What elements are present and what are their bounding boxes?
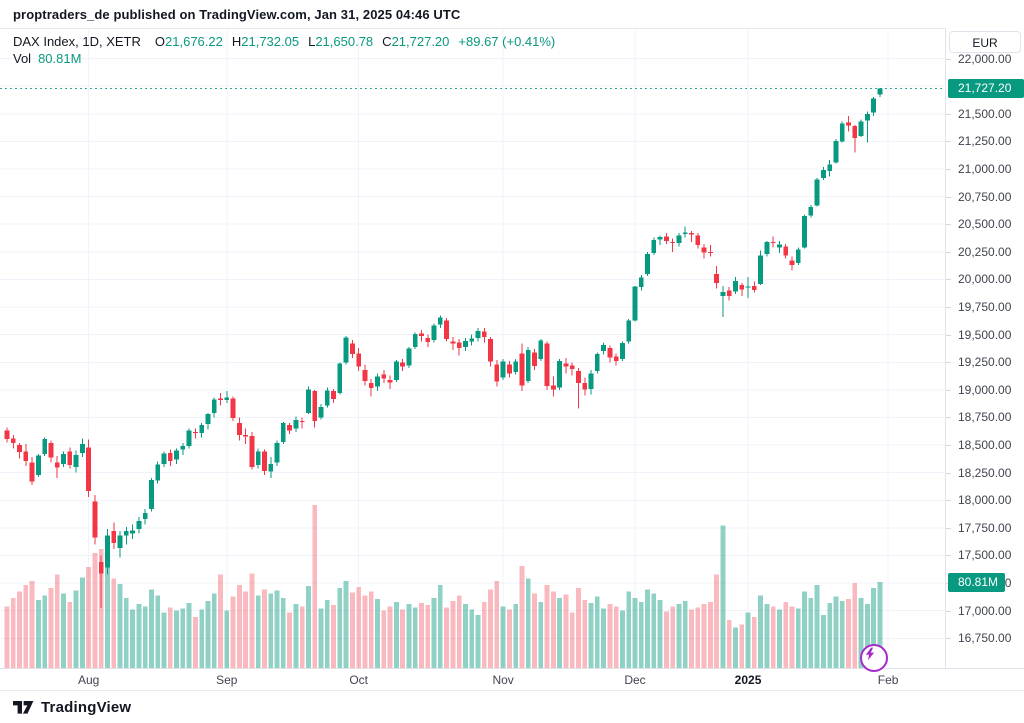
time-axis-label: Feb <box>877 673 899 687</box>
volume-badge: 80.81M <box>948 572 1005 592</box>
price-tick-mark <box>946 472 951 474</box>
legend-symbol-row: DAX Index, 1D, XETR O21,676.22 H21,732.05 L… <box>13 33 555 50</box>
price-axis[interactable]: EUR 21,727.20 80.81M 22,000.00 21,500.00 2… <box>945 28 1024 668</box>
last-price-badge: 21,727.20 <box>948 79 1024 99</box>
currency-button[interactable]: EUR <box>949 31 1021 53</box>
price-tick-mark <box>946 527 951 529</box>
price-tick-label: 19,500.00 <box>958 327 1012 342</box>
price-tick-mark <box>946 334 951 336</box>
time-axis[interactable]: Aug Sep Oct Nov Dec 2025 Feb <box>0 668 1024 691</box>
tradingview-logo-icon <box>13 701 34 714</box>
price-tick-mark <box>946 141 951 143</box>
high-value: 21,732.05 <box>241 34 300 49</box>
change-value: +89.67 (+0.41%) <box>458 34 556 49</box>
price-tick-label: 19,250.00 <box>958 355 1012 370</box>
price-tick-label: 18,250.00 <box>958 465 1012 480</box>
close-value: 21,727.20 <box>391 34 450 49</box>
price-tick-label: 18,000.00 <box>958 493 1012 508</box>
time-axis-label: Aug <box>77 673 100 687</box>
price-tick-mark <box>946 113 951 115</box>
price-tick-label: 17,000.00 <box>958 603 1012 618</box>
price-tick-mark <box>946 610 951 612</box>
price-tick-label: 20,750.00 <box>958 189 1012 204</box>
high-label: H <box>231 34 242 49</box>
low-label: L <box>308 34 316 49</box>
price-tick-mark <box>946 58 951 60</box>
price-tick-mark <box>946 445 951 447</box>
price-tick-mark <box>946 224 951 226</box>
time-axis-label: Dec <box>624 673 646 687</box>
volume-value: 80.81M <box>38 51 82 66</box>
symbol-title[interactable]: DAX Index, 1D, XETR <box>13 34 141 49</box>
price-tick-label: 20,500.00 <box>958 217 1012 232</box>
candlestick-chart[interactable] <box>0 28 945 668</box>
price-tick-label: 18,750.00 <box>958 410 1012 425</box>
time-axis-label: 2025 <box>734 673 762 687</box>
price-tick-mark <box>946 500 951 502</box>
open-value: 21,676.22 <box>165 34 223 49</box>
low-value: 21,650.78 <box>315 34 374 49</box>
attribution-text: proptraders_de published on TradingView.… <box>13 6 461 22</box>
brand-name: TradingView <box>41 699 132 716</box>
price-tick-mark <box>946 169 951 171</box>
price-tick-label: 17,750.00 <box>958 520 1012 535</box>
price-tick-mark <box>946 638 951 640</box>
time-axis-label: Nov <box>492 673 514 687</box>
legend-volume-row: Vol 80.81M <box>13 50 555 67</box>
price-tick-label: 17,500.00 <box>958 548 1012 563</box>
price-tick-label: 19,000.00 <box>958 382 1012 397</box>
price-tick-label: 20,000.00 <box>958 272 1012 287</box>
tradingview-logo[interactable]: TradingView <box>13 699 131 716</box>
open-label: O <box>154 34 166 49</box>
price-tick-mark <box>946 555 951 557</box>
time-axis-label: Oct <box>349 673 369 687</box>
price-tick-mark <box>946 307 951 309</box>
price-tick-mark <box>946 279 951 281</box>
price-tick-label: 18,500.00 <box>958 438 1012 453</box>
price-tick-label: 16,750.00 <box>958 631 1012 646</box>
attribution-bar: proptraders_de published on TradingView.… <box>0 0 1024 29</box>
price-tick-label: 22,000.00 <box>958 51 1012 66</box>
price-tick-mark <box>946 196 951 198</box>
price-tick-mark <box>946 362 951 364</box>
price-tick-mark <box>946 417 951 419</box>
time-axis-label: Sep <box>216 673 238 687</box>
price-tick-label: 20,250.00 <box>958 244 1012 259</box>
footer: TradingView <box>0 690 1024 723</box>
price-tick-mark <box>946 389 951 391</box>
price-tick-mark <box>946 251 951 253</box>
price-tick-label: 21,000.00 <box>958 162 1012 177</box>
volume-label[interactable]: Vol <box>13 51 32 66</box>
lightning-icon <box>865 647 875 661</box>
lightning-button[interactable] <box>860 644 888 672</box>
price-tick-label: 21,250.00 <box>958 134 1012 149</box>
chart-area[interactable]: DAX Index, 1D, XETR O21,676.22 H21,732.05 L… <box>0 28 945 672</box>
price-tick-label: 19,750.00 <box>958 300 1012 315</box>
price-tick-label: 21,500.00 <box>958 106 1012 121</box>
legend: DAX Index, 1D, XETR O21,676.22 H21,732.05 L… <box>13 33 555 67</box>
close-label: C <box>382 34 392 49</box>
